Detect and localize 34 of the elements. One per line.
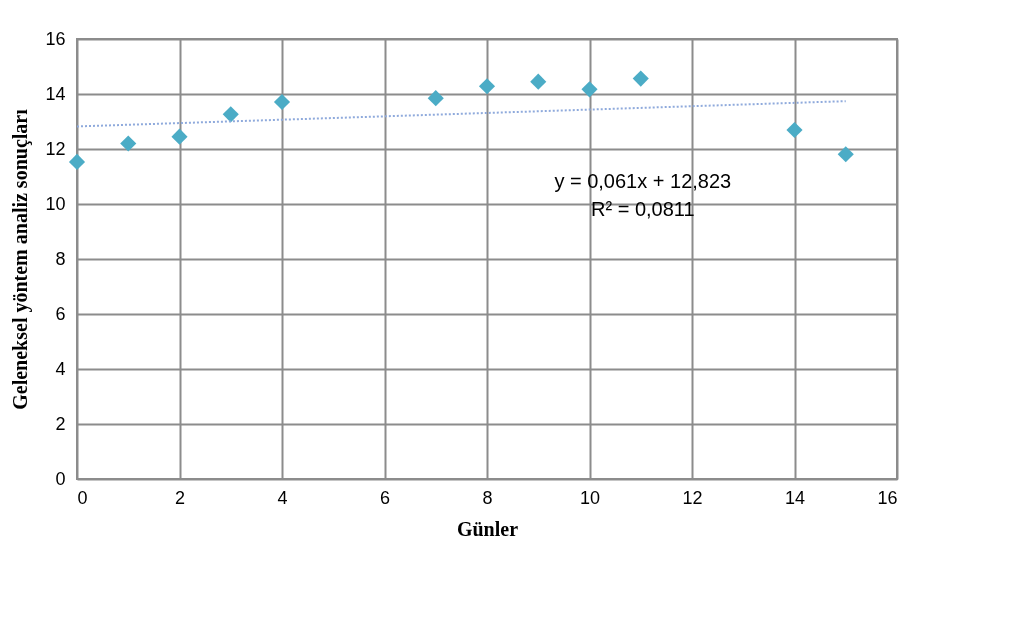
- y-tick-label: 4: [55, 358, 66, 379]
- point: [581, 81, 598, 98]
- point: [120, 135, 137, 152]
- point: [171, 128, 188, 145]
- y-tick-label: 16: [45, 28, 66, 49]
- point: [837, 146, 854, 163]
- y-tick-label: 12: [45, 138, 66, 159]
- y-tick-label: 8: [55, 248, 66, 269]
- y-tick-label: 10: [45, 193, 66, 214]
- x-axis-title: Günler: [456, 517, 519, 540]
- point: [273, 93, 291, 111]
- y-tick-label: 2: [55, 413, 66, 434]
- point: [530, 73, 547, 90]
- point: [478, 78, 496, 95]
- point: [68, 153, 86, 170]
- x-tick-label: 14: [784, 487, 806, 508]
- point: [427, 90, 444, 107]
- point: [786, 121, 803, 139]
- x-tick-label: 10: [579, 487, 601, 508]
- point: [222, 106, 239, 123]
- y-tick-label: 0: [55, 468, 66, 489]
- x-tick-label: 6: [379, 487, 391, 508]
- point: [632, 70, 649, 87]
- y-tick-label: 14: [45, 83, 66, 104]
- x-tick-label: 12: [682, 487, 703, 508]
- x-tick-label: 0: [77, 487, 88, 508]
- x-tick-label: 16: [877, 487, 898, 508]
- x-tick-label: 8: [482, 487, 493, 508]
- x-tick-label: 2: [174, 487, 186, 508]
- annotation: y = 0,061x + 12,823: [554, 170, 732, 192]
- annotation: R² = 0,0811: [591, 198, 695, 220]
- y-axis-title: Geleneksel yöntem analiz sonuçları: [9, 108, 33, 410]
- y-tick-label: 6: [55, 303, 66, 324]
- x-tick-label: 4: [277, 487, 288, 508]
